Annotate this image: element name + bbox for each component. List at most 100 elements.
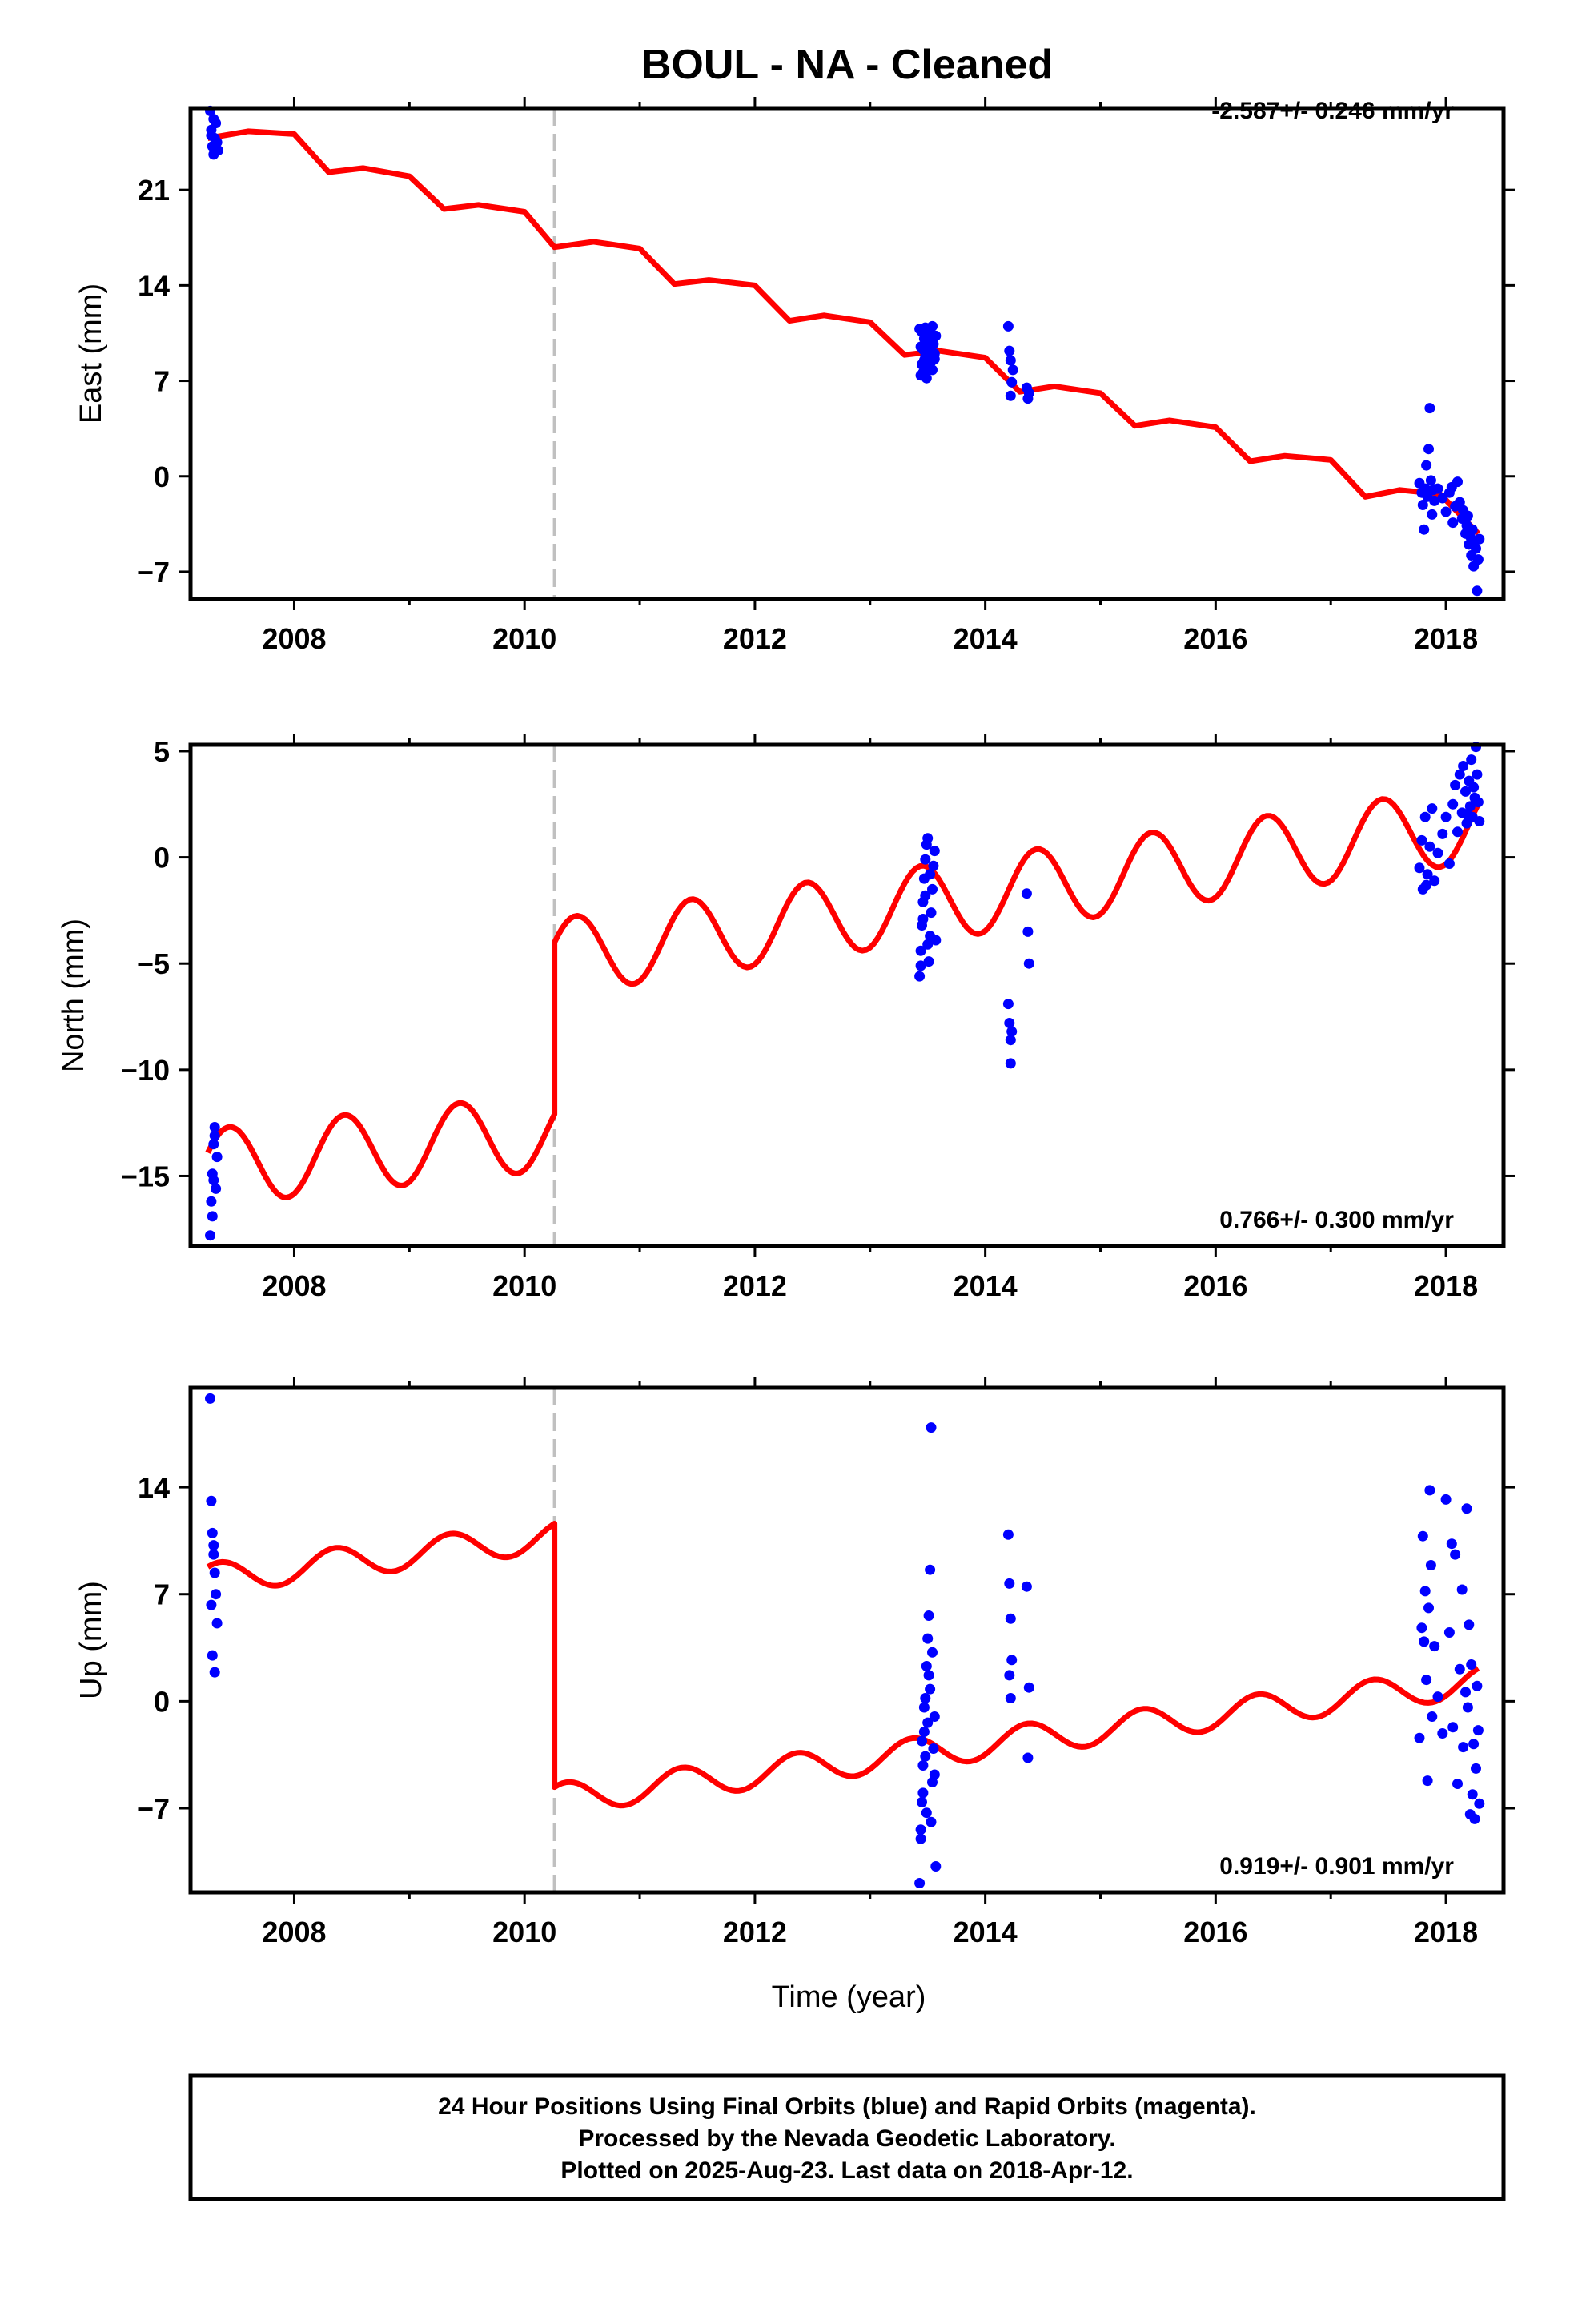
data-point <box>1462 1702 1473 1713</box>
data-point <box>927 364 938 376</box>
data-point <box>209 1122 220 1132</box>
data-point <box>921 1661 932 1671</box>
data-point <box>1004 1018 1015 1028</box>
data-point <box>1460 1687 1471 1698</box>
data-point <box>211 1589 222 1600</box>
data-point <box>926 907 937 919</box>
data-point <box>1460 786 1471 797</box>
data-point <box>1443 1627 1455 1638</box>
data-point <box>1004 1578 1015 1589</box>
data-point <box>1474 816 1485 826</box>
data-point <box>929 1711 940 1722</box>
data-point <box>207 1211 218 1222</box>
data-point <box>206 1495 217 1506</box>
data-point <box>928 860 939 871</box>
data-point <box>1004 1670 1015 1681</box>
data-point <box>1461 1503 1472 1514</box>
data-point <box>921 372 932 384</box>
data-point <box>1416 834 1427 846</box>
data-point <box>1466 1659 1477 1670</box>
data-point <box>209 1567 220 1578</box>
data-point <box>1417 1530 1428 1542</box>
data-point <box>925 1564 936 1575</box>
data-point <box>1447 517 1459 529</box>
data-point <box>1429 875 1440 887</box>
data-point <box>918 1727 930 1737</box>
plot-frame <box>188 742 1506 1248</box>
data-point <box>209 1130 220 1141</box>
y-tick-label: 5 <box>154 735 170 768</box>
data-point <box>1417 500 1428 510</box>
data-point <box>927 883 938 895</box>
data-point <box>1414 1732 1425 1743</box>
x-tick-label: 2018 <box>1414 1269 1478 1302</box>
data-point <box>1421 879 1432 891</box>
data-point <box>920 1751 931 1762</box>
data-point <box>1446 481 1457 493</box>
data-point <box>1472 769 1483 780</box>
y-tick-label: −7 <box>137 1792 170 1825</box>
up-panel: 2008 2010 2012 2014 2016 2018 −7 0 7 14 Up (mm) 0.9… <box>74 1377 1515 1948</box>
x-tick-label: 2016 <box>1183 1269 1247 1302</box>
x-tick-label: 2010 <box>492 1269 556 1302</box>
data-point <box>1471 543 1481 554</box>
data-point <box>1023 388 1034 399</box>
data-point <box>1472 554 1484 565</box>
data-point <box>1468 1739 1480 1750</box>
data-point <box>1464 801 1476 812</box>
data-point <box>1006 1655 1018 1666</box>
north-panel: 2008 2010 2012 2014 2016 2018 −15 −10 −5 0 5 North … <box>57 734 1515 1302</box>
data-point <box>1006 376 1018 388</box>
data-point <box>1022 1752 1034 1763</box>
x-tick-label: 2016 <box>1183 622 1247 655</box>
velocity-label: 0.919+/- 0.901 mm/yr <box>1219 1853 1454 1880</box>
data-point <box>917 1787 929 1799</box>
data-point <box>925 1683 936 1695</box>
data-point <box>1467 524 1478 535</box>
x-tick-label: 2008 <box>262 1916 326 1948</box>
data-point <box>923 1610 934 1621</box>
data-point <box>206 1196 217 1207</box>
data-point <box>1005 1613 1016 1624</box>
data-point <box>917 1760 929 1771</box>
data-point <box>1416 1622 1427 1634</box>
y-tick-label: 7 <box>154 365 170 398</box>
velocity-label: 0.766+/- 0.300 mm/yr <box>1219 1207 1454 1233</box>
data-point <box>927 1647 938 1658</box>
x-tick-label: 2012 <box>723 1916 787 1948</box>
plot-frame <box>188 1385 1506 1895</box>
y-tick-label: −10 <box>121 1054 170 1087</box>
data-point <box>1450 1549 1461 1560</box>
data-point <box>1419 483 1431 494</box>
data-point <box>917 326 927 337</box>
data-point <box>1452 1779 1463 1789</box>
data-point <box>1005 1693 1016 1703</box>
data-point <box>1004 345 1015 356</box>
data-point <box>1429 1641 1440 1652</box>
y-tick-label: 0 <box>154 842 170 875</box>
data-point <box>1469 1813 1480 1824</box>
data-point <box>205 1393 215 1404</box>
data-point <box>1002 320 1014 332</box>
data-point <box>1021 1581 1032 1592</box>
data-point <box>1005 390 1016 401</box>
data-point <box>1002 999 1014 1010</box>
data-point <box>211 137 223 148</box>
data-point <box>1454 769 1465 780</box>
data-point <box>1472 797 1484 808</box>
data-point <box>1427 1711 1438 1722</box>
data-point <box>918 1702 930 1713</box>
y-tick-label: 0 <box>154 1685 170 1718</box>
data-point <box>213 145 223 156</box>
data-point <box>930 1861 942 1872</box>
data-point <box>1427 509 1438 520</box>
data-point <box>1454 497 1465 508</box>
data-point <box>921 1807 932 1819</box>
data-point <box>917 1796 927 1807</box>
data-point <box>1472 1725 1484 1736</box>
data-point <box>1472 585 1483 597</box>
data-point <box>205 1230 215 1241</box>
east-panel: 2008 2010 2012 2014 2016 2018 −7 0 7 14 21 East (mm… <box>74 97 1515 655</box>
data-point <box>1419 811 1431 822</box>
data-point <box>928 332 939 343</box>
